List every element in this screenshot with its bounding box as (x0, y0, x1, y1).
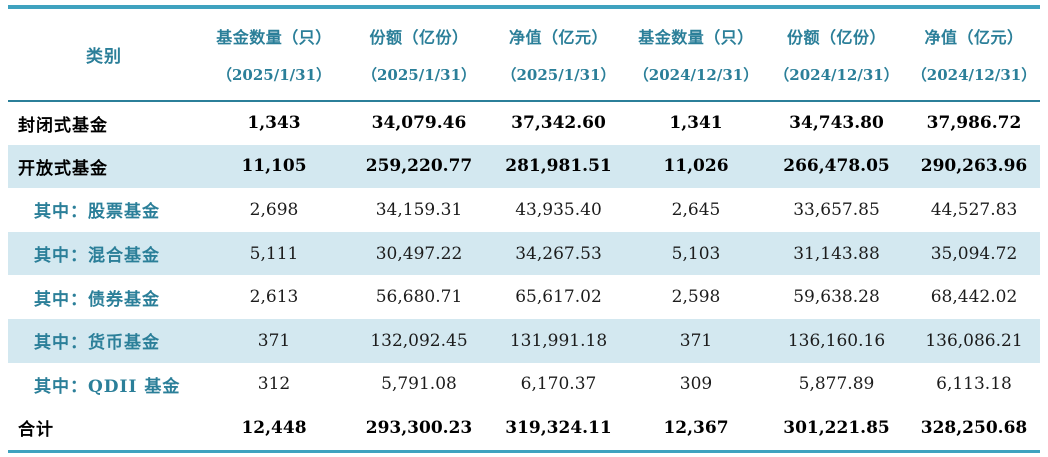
value-cell: 65,617.02 (515, 287, 602, 308)
column-header-title: 基金数量（只） (638, 28, 754, 47)
column-header-date: （2025/1/31） (361, 66, 477, 84)
value-cell: 136,086.21 (925, 330, 1023, 351)
value-cell: 37,342.60 (511, 113, 606, 134)
value-cell: 259,220.77 (365, 156, 473, 177)
value-cell: 34,267.53 (515, 243, 602, 264)
row-label-cell: 其中：货币基金 (34, 333, 160, 354)
column-header-shares-2025: 份额（亿份） （2025/1/31） (348, 9, 490, 101)
value-cell: 290,263.96 (920, 156, 1028, 177)
value-cell: 2,613 (249, 287, 299, 308)
column-header-title: 份额（亿份） (369, 28, 469, 47)
value-cell: 33,657.85 (793, 199, 880, 220)
row-label-cell: 其中：QDII 基金 (34, 376, 181, 397)
row-label-cell: 其中：债券基金 (34, 289, 160, 310)
value-cell: 31,143.88 (793, 243, 880, 264)
column-header-shares-2024: 份额（亿份） （2024/12/31） (765, 9, 908, 101)
column-header-fund-count-2025: 基金数量（只） （2025/1/31） (200, 9, 348, 101)
value-cell: 43,935.40 (515, 199, 602, 220)
value-cell: 2,598 (671, 287, 721, 308)
value-cell: 59,638.28 (793, 287, 880, 308)
header-row: 类别 基金数量（只） （2025/1/31） 份额（亿份） （2025/1/31… (8, 9, 1040, 101)
value-cell: 136,160.16 (787, 330, 886, 351)
value-cell: 266,478.05 (783, 156, 890, 177)
column-header-date: （2024/12/31） (633, 66, 759, 84)
column-header-fund-count-2024: 基金数量（只） （2024/12/31） (627, 9, 765, 101)
value-cell: 328,250.68 (920, 417, 1028, 438)
value-cell: 132,092.45 (370, 330, 468, 351)
value-cell: 293,300.23 (365, 417, 473, 438)
column-header-date: （2024/12/31） (774, 66, 899, 84)
value-cell: 301,221.85 (783, 417, 890, 438)
table-row: 其中：股票基金 2,698 34,159.31 43,935.40 2,645 … (8, 188, 1040, 232)
value-cell: 312 (257, 374, 291, 395)
table-row: 其中：货币基金 371 132,092.45 131,991.18 371 13… (8, 318, 1040, 363)
value-cell: 34,159.31 (375, 199, 463, 220)
table-row: 其中：QDII 基金 312 5,791.08 6,170.37 309 5,8… (8, 363, 1040, 407)
column-header-date: （2025/1/31） (216, 66, 332, 84)
value-cell: 11,105 (241, 156, 307, 177)
row-label-cell: 开放式基金 (18, 158, 108, 179)
column-header-nav-2025: 净值（亿元） （2025/1/31） (490, 9, 627, 101)
column-header-title: 基金数量（只） (216, 28, 332, 47)
value-cell: 56,680.71 (375, 287, 463, 308)
column-header-title: 净值（亿元） (508, 28, 608, 47)
value-cell: 1,341 (669, 113, 723, 134)
column-header-nav-2024: 净值（亿元） （2024/12/31） (908, 9, 1040, 101)
row-label-cell: 封闭式基金 (18, 115, 108, 136)
value-cell: 2,698 (249, 199, 299, 220)
fund-statistics-table-container: 类别 基金数量（只） （2025/1/31） 份额（亿份） （2025/1/31… (8, 5, 1040, 453)
fund-statistics-table: 类别 基金数量（只） （2025/1/31） 份额（亿份） （2025/1/31… (8, 9, 1040, 450)
value-cell: 1,343 (247, 113, 301, 134)
value-cell: 131,991.18 (509, 330, 608, 351)
table-row: 合计 12,448 293,300.23 319,324.11 12,367 3… (8, 406, 1040, 450)
table-row: 其中：债券基金 2,613 56,680.71 65,617.02 2,598 … (8, 275, 1040, 319)
value-cell: 281,981.51 (505, 156, 612, 177)
value-cell: 68,442.02 (930, 287, 1018, 308)
value-cell: 309 (679, 374, 713, 395)
column-header-title: 份额（亿份） (786, 28, 886, 47)
value-cell: 371 (679, 330, 713, 351)
value-cell: 2,645 (671, 199, 721, 220)
value-cell: 11,026 (663, 156, 729, 177)
value-cell: 34,079.46 (371, 113, 467, 134)
table-row: 其中：混合基金 5,111 30,497.22 34,267.53 5,103 … (8, 231, 1040, 276)
column-header-date: （2025/1/31） (501, 66, 616, 84)
value-cell: 37,986.72 (926, 113, 1022, 134)
value-cell: 5,877.89 (798, 374, 875, 395)
value-cell: 5,791.08 (381, 374, 457, 395)
table-row: 开放式基金 11,105 259,220.77 281,981.51 11,02… (8, 144, 1040, 189)
value-cell: 319,324.11 (505, 417, 612, 438)
column-header-date: （2024/12/31） (911, 66, 1037, 84)
value-cell: 5,111 (249, 243, 299, 264)
category-column-header: 类别 (86, 47, 122, 67)
row-label-cell: 其中：混合基金 (34, 246, 160, 267)
row-label-cell: 合计 (18, 420, 54, 441)
row-label-cell: 其中：股票基金 (34, 202, 160, 223)
column-header-title: 净值（亿元） (924, 28, 1024, 47)
value-cell: 371 (257, 330, 291, 351)
value-cell: 6,170.37 (520, 374, 597, 395)
value-cell: 44,527.83 (930, 199, 1018, 220)
value-cell: 12,367 (663, 417, 729, 438)
value-cell: 5,103 (671, 243, 721, 264)
value-cell: 35,094.72 (930, 243, 1018, 264)
table-row: 封闭式基金 1,343 34,079.46 37,342.60 1,341 34… (8, 101, 1040, 145)
value-cell: 34,743.80 (789, 113, 884, 134)
value-cell: 12,448 (241, 417, 307, 438)
value-cell: 6,113.18 (936, 374, 1012, 395)
value-cell: 30,497.22 (375, 243, 463, 264)
